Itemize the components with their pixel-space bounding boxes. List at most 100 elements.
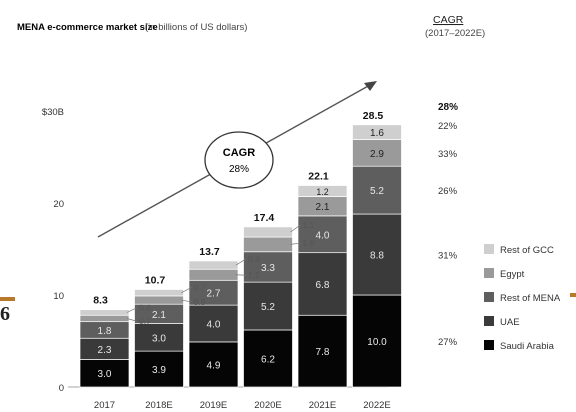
- bar-segment: [243, 329, 293, 388]
- left-edge-number: 6: [0, 303, 10, 325]
- segment-label: 4.0: [316, 230, 330, 241]
- bar-segment: [243, 226, 293, 238]
- y-tick-label: 20: [53, 199, 64, 210]
- x-tick-label: 2021E: [309, 400, 336, 411]
- segment-label-outside: 1.6: [303, 238, 315, 248]
- bar-totals: 8.3 10.7 13.7 17.4 22.1 28.5: [93, 110, 383, 307]
- segment-label: 6.8: [316, 280, 330, 291]
- segment-label: 2.1: [316, 202, 330, 213]
- segment-label-outside: 0.7: [139, 316, 151, 326]
- bar-segment: [243, 281, 293, 331]
- bar-total-label: 13.7: [199, 246, 220, 258]
- bar-segment: [188, 341, 239, 388]
- segment-label: 2.3: [98, 345, 112, 356]
- segment-label: 1.6: [370, 128, 384, 139]
- legend-swatch: [484, 340, 494, 350]
- bar-segment: [352, 213, 402, 296]
- x-tick-label: 2019E: [200, 400, 227, 411]
- bar-segment: [297, 252, 348, 316]
- cagr-bubble-circle: [204, 131, 274, 189]
- bar-segment: [188, 268, 239, 281]
- bar-segment: [79, 314, 130, 323]
- legend-swatch: [484, 244, 494, 254]
- cagr-bubble-value: 28%: [229, 164, 249, 175]
- bar-segment: [188, 260, 239, 270]
- bar-segment: [352, 165, 402, 215]
- y-tick-label: $30B: [42, 107, 64, 118]
- segment-label: 1.8: [98, 326, 112, 337]
- bar-total-label: 17.4: [254, 212, 275, 224]
- segment-label-outside: 1.1: [303, 220, 315, 230]
- segment-label-outside: 0.9: [248, 254, 260, 264]
- growth-arrow-head: [364, 81, 377, 91]
- y-tick-label: 10: [53, 291, 64, 302]
- cagr-column-range: (2017–2022E): [425, 28, 485, 39]
- x-tick-label: 2020E: [254, 400, 281, 411]
- legend-label: Saudi Arabia: [500, 341, 555, 352]
- chart-subtitle: (in billions of US dollars): [145, 22, 247, 33]
- x-tick-label: 2022E: [363, 400, 390, 411]
- x-tick-label: 2018E: [145, 400, 172, 411]
- bar-segment: [243, 251, 293, 283]
- bar-segment: [297, 314, 348, 388]
- small-segment-labels: 0.7 0.6 0.9 0.7 1.2 0.9 1.6 1.1: [126, 220, 315, 326]
- segment-leader: [290, 224, 301, 233]
- bar-segment: [79, 359, 130, 388]
- legend-swatch: [484, 316, 494, 326]
- left-edge-bar: [0, 297, 15, 301]
- bar-segment: [134, 289, 184, 297]
- segment-label: 1.2: [316, 187, 328, 197]
- legend-label: UAE: [500, 317, 520, 328]
- segment-label-outside: 0.7: [194, 282, 206, 292]
- cagr-column: 27% 31% 26% 33% 22% 28%: [438, 102, 458, 348]
- x-axis-labels: 2017 2018E 2019E 2020E 2021E 2022E: [94, 400, 391, 411]
- bar-segment: [297, 215, 348, 254]
- cagr-series-value: 26%: [438, 186, 458, 197]
- segment-label: 5.2: [370, 186, 384, 197]
- bar-stacks: 3.0 2.3 1.8 3.9 3.0 2.1 4.9 4.0 2.7 6.2 5.2 3.3 7.8 6…: [79, 124, 402, 388]
- cagr-series-value: 31%: [438, 251, 458, 262]
- bar-total-label: 28.5: [363, 110, 384, 122]
- segment-leader: [126, 318, 138, 322]
- segment-label: 2.9: [370, 149, 384, 160]
- legend-swatch: [484, 268, 494, 278]
- legend-swatch: [484, 292, 494, 302]
- cagr-total-value: 28%: [438, 102, 458, 113]
- segment-label: 3.3: [261, 263, 275, 274]
- segment-label: 7.8: [316, 347, 330, 358]
- segment-leader: [181, 299, 192, 303]
- cagr-bubble: CAGR 28%: [204, 131, 274, 189]
- segment-leader: [126, 307, 138, 313]
- segment-label: 4.0: [207, 320, 221, 331]
- bar-segment: [297, 185, 348, 197]
- cagr-series-value: 33%: [438, 149, 458, 160]
- bar-segment: [188, 279, 239, 306]
- bar-segment: [243, 236, 293, 253]
- segment-label: 2.1: [152, 310, 166, 321]
- bar-segment: [352, 124, 402, 140]
- segment-label: 2.7: [207, 289, 221, 300]
- cagr-series-value: 22%: [438, 121, 458, 132]
- segment-label: 6.2: [261, 354, 275, 365]
- legend-label: Egypt: [500, 269, 525, 280]
- chart-title: MENA e-commerce market size: [17, 22, 158, 33]
- segment-label-outside: 0.9: [194, 297, 206, 307]
- segment-label: 8.8: [370, 251, 384, 262]
- bar-total-label: 10.7: [145, 274, 166, 286]
- y-tick-label: 0: [59, 383, 64, 394]
- segment-leader: [290, 242, 301, 245]
- bar-segment: [79, 309, 130, 316]
- cagr-bubble-label: CAGR: [223, 147, 255, 159]
- segment-label: 3.9: [152, 365, 166, 376]
- bar-segment: [188, 304, 239, 343]
- segment-label-outside: 0.6: [139, 303, 151, 313]
- segment-label: 3.0: [152, 333, 166, 344]
- segment-label: 4.9: [207, 360, 221, 371]
- bar-segment: [352, 294, 402, 388]
- segment-label: 5.2: [261, 302, 275, 313]
- legend-label: Rest of MENA: [500, 293, 561, 304]
- segment-label: 10.0: [367, 337, 387, 348]
- cagr-column-title: CAGR: [433, 14, 464, 26]
- segment-label-outside: 1.2: [248, 270, 260, 280]
